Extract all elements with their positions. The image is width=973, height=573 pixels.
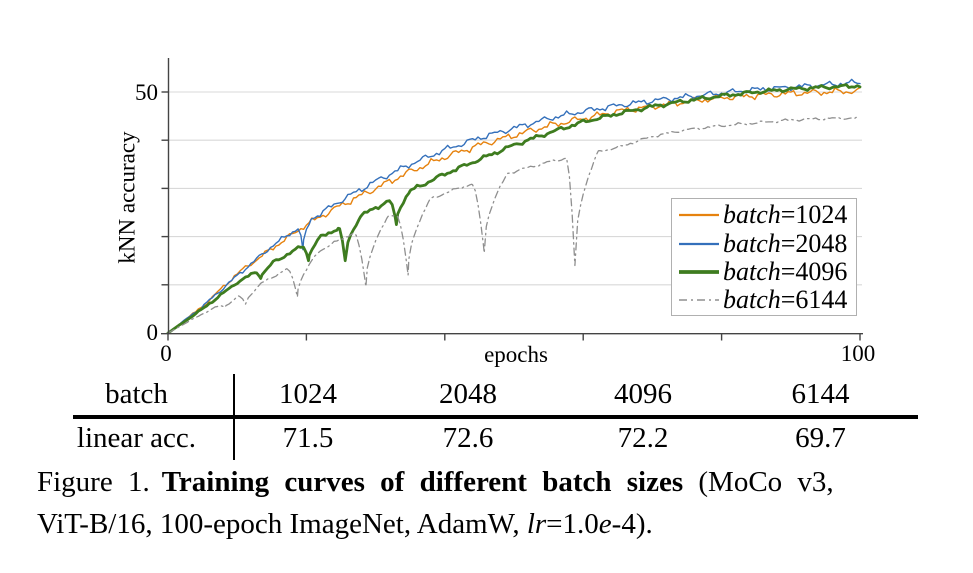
x-tick-label-0: 0 [160, 341, 172, 366]
caption-line-1: Figure 1. Training curves of different ba… [37, 466, 834, 498]
caption-line1-tail: (MoCo v3, [683, 466, 834, 498]
legend-line-sample [679, 242, 719, 245]
table-cell-batch-6144: 6144 [791, 378, 850, 410]
legend-item-batch-1024: batch =1024 [677, 200, 856, 230]
table-cell-batch-label: batch [105, 378, 168, 410]
table-cell-batch-1024: 1024 [279, 378, 337, 410]
legend-label-var: batch [723, 200, 781, 230]
table-cell-acc-6144: 69.7 [795, 422, 846, 454]
caption-e-italic: e [598, 508, 612, 540]
caption-lr-italic: lr [526, 508, 547, 540]
legend-label-value: =1024 [780, 200, 848, 230]
table-horizontal-rule [73, 415, 918, 419]
table-vertical-divider [233, 374, 235, 460]
table-cell-acc-1024: 71.5 [282, 422, 334, 454]
results-table: batch 1024 2048 4096 6144 linear acc. 71… [40, 374, 918, 460]
y-axis-label: kNN accuracy [114, 131, 140, 264]
table-cell-batch-4096: 4096 [614, 378, 672, 410]
table-values-row: linear acc. 71.5 72.6 72.2 69.7 [40, 421, 908, 456]
caption-title-bold: Training curves of different batch sizes [161, 466, 684, 498]
series-line-batch-4096 [166, 83, 862, 335]
series-line-batch-6144 [167, 116, 861, 334]
legend-item-batch-2048: batch =2048 [677, 228, 856, 258]
figure-caption: Figure 1. Training curves of different ba… [37, 461, 939, 545]
legend-label-var: batch [723, 285, 781, 315]
legend-line-sample [679, 270, 719, 274]
legend-label-value: =6144 [780, 285, 848, 315]
x-axis-label: epochs [484, 342, 548, 367]
legend: batch =1024 batch =2048 batch =4096 batch =6144 [671, 198, 857, 316]
table-cell-acc-4096: 72.2 [617, 422, 669, 454]
legend-label-var: batch [723, 228, 781, 258]
table-header-row: batch 1024 2048 4096 6144 [40, 377, 908, 412]
table-cell-acc-2048: 72.6 [442, 422, 494, 454]
table-cell-linear-acc-label: linear acc. [76, 422, 197, 454]
legend-label-value: =4096 [780, 256, 848, 286]
legend-item-batch-6144: batch =6144 [677, 285, 856, 315]
y-tick-label-50: 50 [135, 80, 158, 105]
table-cell-batch-2048: 2048 [439, 378, 497, 410]
legend-label-var: batch [723, 256, 781, 286]
y-tick-label-0: 0 [146, 320, 159, 345]
series-line-batch-1024 [167, 86, 861, 334]
legend-line-sample [679, 214, 719, 217]
caption-figure-label: Figure 1. [37, 466, 150, 498]
legend-item-batch-4096: batch =4096 [677, 256, 856, 286]
x-tick-label-100: 100 [840, 341, 876, 366]
training-curves-plot [161, 58, 863, 341]
legend-line-sample [679, 299, 719, 302]
legend-label-value: =2048 [780, 228, 848, 258]
caption-line-2: ViT-B/16, 100-epoch ImageNet, AdamW, lr=… [37, 508, 653, 540]
